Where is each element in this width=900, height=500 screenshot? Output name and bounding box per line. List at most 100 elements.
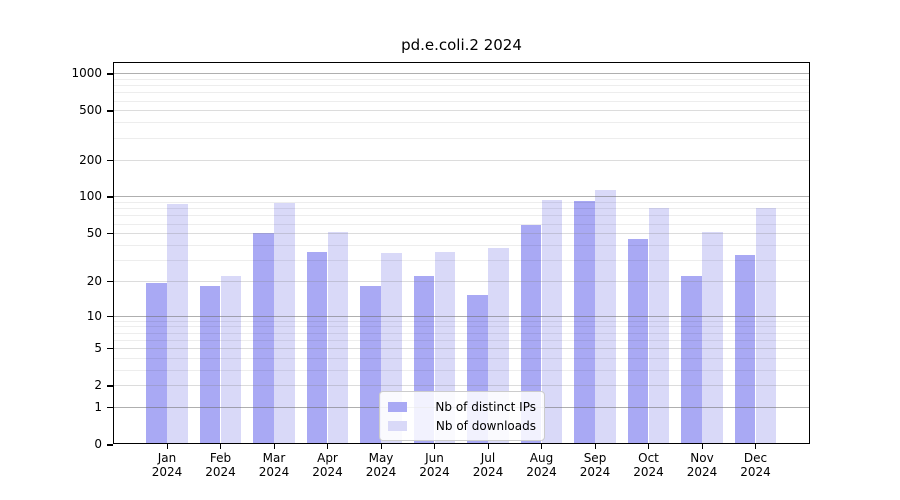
x-tick-mark: [701, 444, 703, 449]
minor-gridline: [113, 369, 810, 371]
bar-downloads-dec: [755, 208, 776, 444]
y-tick-mark: [107, 280, 113, 283]
bar-downloads-aug: [541, 199, 562, 444]
bar-distinct-ips-jan: [146, 283, 167, 444]
y-tick-label: 1: [94, 400, 102, 415]
plot-area: Nb of distinct IPs Nb of downloads: [113, 62, 810, 444]
minor-gridline: [113, 320, 810, 322]
y-tick-label: 5: [94, 341, 102, 356]
bar-downloads-sep: [595, 189, 616, 444]
x-tick-label: May 2024: [365, 451, 397, 479]
minor-gridline: [113, 326, 810, 328]
x-tick-label: Jan 2024: [151, 451, 183, 479]
legend-label-downloads: Nb of downloads: [435, 418, 536, 433]
y-tick-mark: [107, 385, 113, 387]
minor-gridline: [113, 208, 810, 210]
minor-gridline: [113, 100, 810, 102]
bar-distinct-ips-feb: [199, 286, 220, 444]
bar-distinct-ips-mar: [253, 233, 274, 444]
minor-gridline: [113, 244, 810, 246]
major-gridline: [113, 315, 810, 317]
bar-distinct-ips-nov: [681, 275, 702, 444]
major-gridline: [113, 348, 810, 350]
legend: Nb of distinct IPs Nb of downloads: [379, 391, 545, 441]
y-tick-label: 0: [94, 437, 102, 452]
minor-gridline: [113, 339, 810, 341]
bar-distinct-ips-oct: [627, 238, 648, 444]
x-tick-mark: [273, 444, 275, 449]
bar-distinct-ips-dec: [734, 254, 755, 444]
x-tick-mark: [541, 444, 543, 449]
x-tick-label: Apr 2024: [312, 451, 343, 479]
x-tick-label: Feb 2024: [205, 451, 236, 479]
y-tick-label: 20: [86, 273, 102, 288]
y-tick-mark: [107, 407, 113, 409]
minor-gridline: [113, 215, 810, 217]
minor-gridline: [113, 85, 810, 87]
legend-row-downloads: Nb of downloads: [388, 416, 536, 435]
bar-downloads-mar: [274, 203, 295, 444]
x-tick-mark: [220, 444, 222, 449]
x-tick-mark: [166, 444, 168, 449]
minor-gridline: [113, 223, 810, 225]
y-tick-label: 2: [94, 378, 102, 393]
chart-title: pd.e.coli.2 2024: [401, 36, 522, 54]
y-tick-label: 100: [79, 189, 102, 204]
minor-gridline: [113, 357, 810, 359]
bar-downloads-apr: [327, 232, 348, 444]
y-tick-label: 1000: [71, 66, 102, 81]
x-tick-label: Sep 2024: [579, 451, 611, 479]
x-tick-mark: [648, 444, 650, 449]
minor-gridline: [113, 137, 810, 139]
y-tick-label: 10: [86, 308, 102, 323]
x-tick-label: Nov 2024: [686, 451, 718, 479]
bar-distinct-ips-apr: [306, 251, 327, 444]
y-tick-label: 50: [86, 226, 102, 241]
major-gridline: [113, 73, 810, 75]
minor-gridline: [113, 259, 810, 261]
x-tick-mark: [380, 444, 382, 449]
legend-row-distinct-ips: Nb of distinct IPs: [388, 397, 536, 416]
x-tick-label: Aug 2024: [526, 451, 557, 479]
y-tick-label: 200: [79, 152, 102, 167]
x-tick-mark: [327, 444, 329, 449]
bar-distinct-ips-sep: [574, 201, 595, 444]
x-tick-label: Jun 2024: [419, 451, 450, 479]
minor-gridline: [113, 122, 810, 124]
minor-gridline: [113, 202, 810, 204]
y-tick-mark: [107, 196, 113, 198]
x-tick-label: Dec 2024: [740, 451, 771, 479]
y-tick-mark: [107, 233, 113, 235]
major-gridline: [113, 110, 810, 112]
bar-downloads-oct: [648, 208, 669, 444]
y-tick-mark: [107, 110, 113, 112]
major-gridline: [113, 196, 810, 198]
y-tick-mark: [107, 315, 113, 317]
bar-distinct-ips-aug: [520, 225, 541, 444]
x-tick-mark: [434, 444, 436, 449]
minor-gridline: [113, 92, 810, 94]
y-tick-mark: [107, 348, 113, 350]
bar-downloads-nov: [702, 232, 723, 444]
bar-downloads-jan: [167, 203, 188, 444]
y-tick-mark: [107, 73, 113, 75]
bar-distinct-ips-may: [360, 286, 381, 444]
x-tick-label: Mar 2024: [258, 451, 290, 479]
x-tick-label: Jul 2024: [472, 451, 504, 479]
legend-label-distinct-ips: Nb of distinct IPs: [435, 399, 536, 414]
major-gridline: [113, 159, 810, 161]
minor-gridline: [113, 332, 810, 334]
legend-swatch-distinct-ips: [388, 401, 407, 412]
y-tick-mark: [107, 444, 113, 446]
y-tick-label: 500: [79, 103, 102, 118]
x-tick-mark: [487, 444, 489, 449]
y-tick-mark: [107, 159, 113, 161]
x-tick-mark: [594, 444, 596, 449]
x-tick-label: Oct 2024: [633, 451, 664, 479]
legend-swatch-downloads: [388, 420, 407, 431]
major-gridline: [113, 280, 810, 282]
bar-downloads-feb: [220, 275, 241, 444]
minor-gridline: [113, 78, 810, 80]
x-tick-mark: [755, 444, 757, 449]
